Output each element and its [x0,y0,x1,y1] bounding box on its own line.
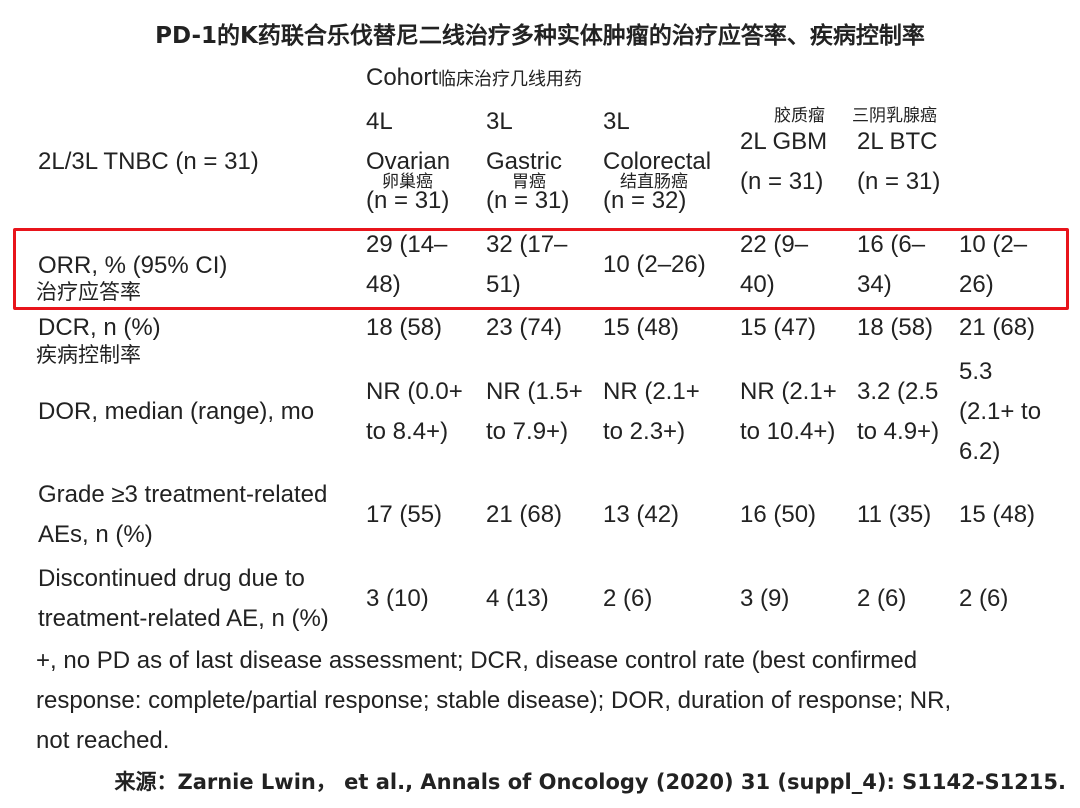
col3-name-cn: 结直肠癌 [620,172,688,192]
grade3-value-col4: 16 (50) [740,501,817,528]
dor-value-col1: to 8.4+) [366,418,449,445]
cohort-label: Cohort [366,64,439,91]
grade3-value-col3: 13 (42) [603,501,680,528]
discontinued-value-col4: 3 (9) [740,585,790,612]
dor-value-col2: to 7.9+) [486,418,569,445]
dor-value-col4: NR (2.1+ [740,378,837,405]
dcr-label: DCR, n (%) [38,314,161,341]
col1-name-cn: 卵巢癌 [382,172,433,192]
orr-value-col5: 34) [857,271,892,298]
grade3-value-col6: 15 (48) [959,501,1036,528]
dcr-value-col4: 15 (47) [740,314,817,341]
orr-value-col2: 51) [486,271,521,298]
dcr-value-col3: 15 (48) [603,314,680,341]
first-column-header: 2L/3L TNBC (n = 31) [38,148,259,175]
footnote-line1: +, no PD as of last disease assessment; … [36,647,918,674]
orr-value-col1: 29 (14– [366,231,448,258]
orr-value-col1: 48) [366,271,401,298]
footnote-line3: not reached. [36,727,170,754]
col5-n: (n = 31) [857,168,941,195]
cohort-label-cn: 临床治疗几线用药 [438,69,583,90]
col1-name: Ovarian [366,148,451,175]
orr-label-cn: 治疗应答率 [36,280,141,304]
col4-n: (n = 31) [740,168,824,195]
col4-line: 2L GBM [740,128,828,155]
dcr-value-col2: 23 (74) [486,314,563,341]
page-title: PD-1的K药联合乐伐替尼二线治疗多种实体肿瘤的治疗应答率、疾病控制率 [155,23,925,49]
orr-value-col4: 40) [740,271,775,298]
dcr-value-col6: 21 (68) [959,314,1036,341]
dor-value-col5: to 4.9+) [857,418,940,445]
col2-line: 3L [486,108,513,135]
discontinued-value-col6: 2 (6) [959,585,1009,612]
col5-line: 2L BTC [857,128,938,155]
discontinued-value-col1: 3 (10) [366,585,429,612]
discontinued-value-col2: 4 (13) [486,585,549,612]
col1-n: (n = 31) [366,187,450,214]
dcr-value-col5: 18 (58) [857,314,934,341]
col2-n: (n = 31) [486,187,570,214]
dor-value-col3: NR (2.1+ [603,378,700,405]
dor-value-col6: 5.3 [959,358,993,385]
discontinued-label-line1: Discontinued drug due to [38,565,305,592]
dor-value-col4: to 10.4+) [740,418,836,445]
col5-name-cn: 三阴乳腺癌 [852,106,937,126]
dor-value-col6: (2.1+ to [959,398,1042,425]
discontinued-label-line2: treatment-related AE, n (%) [38,605,329,632]
grade3-label-line1: Grade ≥3 treatment-related [38,481,328,508]
source-citation: 来源：Zarnie Lwin， et al., Annals of Oncolo… [114,770,1066,794]
orr-value-col2: 32 (17– [486,231,568,258]
dor-label: DOR, median (range), mo [38,398,315,425]
col3-n: (n = 32) [603,187,687,214]
dor-value-col6: 6.2) [959,438,1001,465]
orr-value-col5: 16 (6– [857,231,926,258]
col1-line: 4L [366,108,393,135]
col3-line: 3L [603,108,630,135]
orr-value-col6: 26) [959,271,994,298]
discontinued-value-col3: 2 (6) [603,585,653,612]
col4-name-cn: 胶质瘤 [774,106,825,126]
cohort-header: Cohort临床治疗几线用药 [366,64,582,94]
dcr-value-col1: 18 (58) [366,314,443,341]
orr-value-col3: 10 (2–26) [603,251,706,278]
col2-name-cn: 胃癌 [512,172,546,192]
discontinued-value-col5: 2 (6) [857,585,907,612]
grade3-value-col5: 11 (35) [857,501,932,528]
col2-name: Gastric [486,148,563,175]
orr-value-col6: 10 (2– [959,231,1028,258]
orr-value-col4: 22 (9– [740,231,809,258]
grade3-value-col1: 17 (55) [366,501,443,528]
col3-name: Colorectal [603,148,712,175]
dor-value-col1: NR (0.0+ [366,378,463,405]
grade3-label-line2: AEs, n (%) [38,521,153,548]
dcr-label-cn: 疾病控制率 [36,343,141,367]
orr-highlight-box [13,228,1069,310]
orr-label: ORR, % (95% CI) [38,252,228,279]
dor-value-col3: to 2.3+) [603,418,686,445]
footnote-line2: response: complete/partial response; sta… [36,687,952,714]
dor-value-col2: NR (1.5+ [486,378,583,405]
grade3-value-col2: 21 (68) [486,501,563,528]
dor-value-col5: 3.2 (2.5 [857,378,939,405]
